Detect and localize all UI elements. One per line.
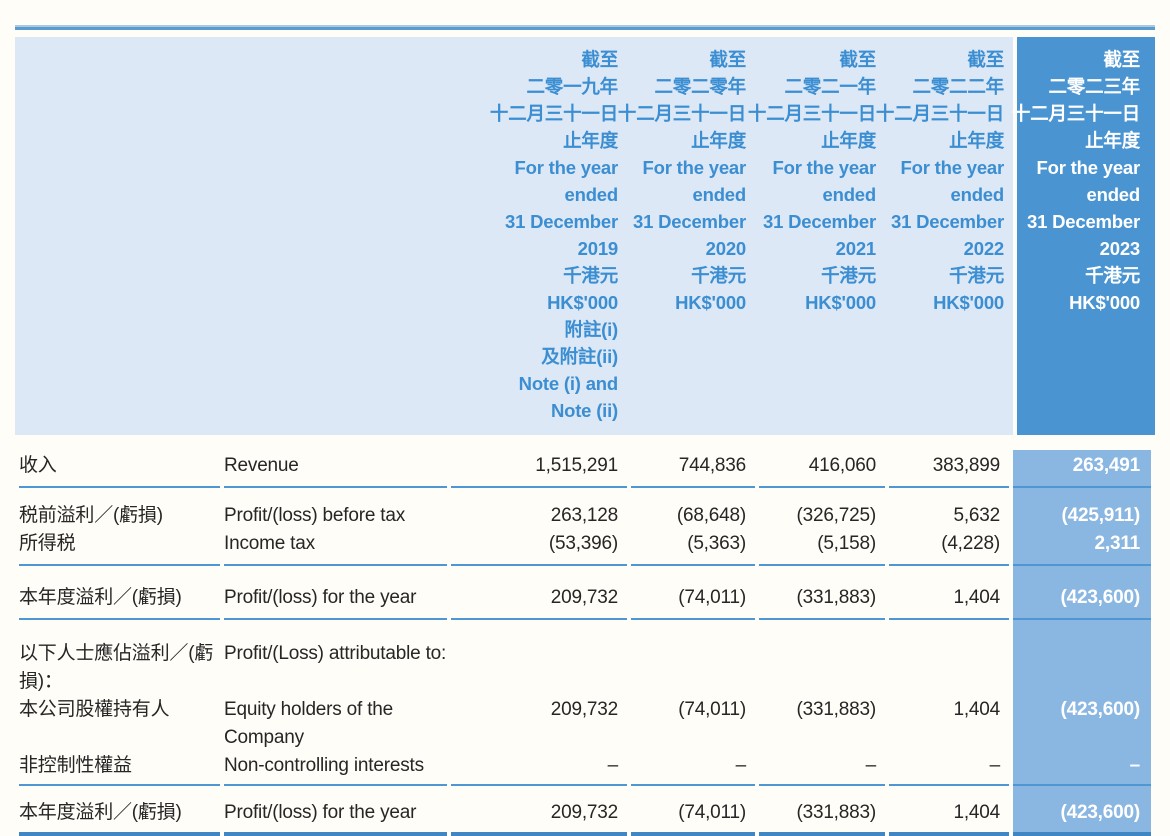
label-en: Profit/(Loss) attributable to: [224, 643, 447, 664]
value-2022: 383,899 [889, 450, 1009, 488]
value-2020: (74,011) [631, 786, 755, 836]
value-2020: 744,836 [631, 450, 755, 488]
financial-summary-table: 收入 Revenue 1,515,291 744,836 416,060 383… [15, 450, 1155, 836]
row-profit-before-tax: 税前溢利／(虧損) Profit/(loss) before tax 263,1… [19, 488, 1151, 530]
header-col-2021: 截至 二零二一年 十二月三十一日 止年度 For the year ended … [747, 49, 876, 313]
value-2022: 1,404 [953, 699, 1000, 720]
top-rule [15, 25, 1155, 30]
value-2023 [1013, 620, 1151, 696]
value-2019: (53,396) [451, 530, 627, 566]
value-2019: 209,732 [550, 699, 618, 720]
value-2022: 1,404 [889, 566, 1009, 620]
value-2020: (5,363) [631, 530, 755, 566]
value-2022: 1,404 [889, 786, 1009, 836]
value-2021: (331,883) [759, 566, 885, 620]
financial-summary-page: 截至 二零一九年 十二月三十一日 止年度 For the year ended … [15, 25, 1155, 836]
label-zh: 以下人士應佔溢利／(虧損)： [19, 643, 214, 692]
label-en: Income tax [224, 530, 447, 566]
value-2019: 263,128 [550, 505, 618, 526]
value-2023: 263,491 [1013, 450, 1151, 488]
value-2022 [889, 620, 1009, 696]
label-zh: 本公司股權持有人 [19, 699, 170, 720]
value-2019: 209,732 [451, 566, 627, 620]
label-en: Profit/(loss) for the year [224, 786, 447, 836]
value-2020: (68,648) [676, 505, 746, 526]
value-2023: 2,311 [1013, 530, 1151, 566]
label-zh: 所得税 [19, 530, 220, 566]
table-header: 截至 二零一九年 十二月三十一日 止年度 For the year ended … [15, 37, 1155, 435]
row-equity-holders: 本公司股權持有人 Equity holders of the Company 2… [19, 696, 1151, 752]
value-2019 [451, 620, 627, 696]
value-2020 [631, 620, 755, 696]
value-2020: (74,011) [631, 566, 755, 620]
value-2021: (331,883) [796, 699, 876, 720]
header-col-2022: 截至 二零二二年 十二月三十一日 止年度 For the year ended … [875, 49, 1004, 313]
header-col-2023: 截至 二零二三年 十二月三十一日 止年度 For the year ended … [1011, 49, 1140, 313]
value-2019: – [451, 752, 627, 786]
label-en: Profit/(loss) for the year [224, 566, 447, 620]
value-2021: 416,060 [759, 450, 885, 488]
label-zh: 本年度溢利／(虧損) [19, 566, 220, 620]
value-2019: 1,515,291 [451, 450, 627, 488]
label-zh: 税前溢利／(虧損) [19, 505, 163, 526]
label-zh: 非控制性權益 [19, 752, 220, 786]
value-2022: (4,228) [889, 530, 1009, 566]
header-highlight-panel [1017, 37, 1155, 435]
value-2022: – [889, 752, 1009, 786]
row-revenue: 收入 Revenue 1,515,291 744,836 416,060 383… [19, 450, 1151, 488]
value-2020: (74,011) [678, 699, 746, 720]
label-en: Equity holders of the Company [224, 699, 394, 748]
row-attributable-heading: 以下人士應佔溢利／(虧損)： Profit/(Loss) attributabl… [19, 620, 1151, 696]
row-non-controlling-interests: 非控制性權益 Non-controlling interests – – – –… [19, 752, 1151, 786]
label-en: Revenue [224, 450, 447, 488]
label-zh: 收入 [19, 450, 220, 488]
value-2020: – [631, 752, 755, 786]
value-2021: (5,158) [759, 530, 885, 566]
value-2023: (423,600) [1013, 566, 1151, 620]
header-col-2020: 截至 二零二零年 十二月三十一日 止年度 For the year ended … [617, 49, 746, 313]
row-profit-for-year: 本年度溢利／(虧損) Profit/(loss) for the year 20… [19, 566, 1151, 620]
value-2021: (326,725) [796, 505, 876, 526]
label-en: Profit/(loss) before tax [224, 505, 406, 526]
value-2021: (331,883) [759, 786, 885, 836]
value-2021 [759, 620, 885, 696]
value-2023: (425,911) [1013, 488, 1151, 530]
value-2022: 5,632 [953, 505, 1000, 526]
row-profit-for-year-total: 本年度溢利／(虧損) Profit/(loss) for the year 20… [19, 786, 1151, 836]
value-2023: (423,600) [1013, 786, 1151, 836]
value-2023: (423,600) [1013, 696, 1151, 752]
row-income-tax: 所得税 Income tax (53,396) (5,363) (5,158) … [19, 530, 1151, 566]
value-2023: – [1013, 752, 1151, 786]
label-zh: 本年度溢利／(虧損) [19, 786, 220, 836]
header-light-panel [15, 37, 1013, 435]
value-2021: – [759, 752, 885, 786]
value-2019: 209,732 [451, 786, 627, 836]
header-col-2019: 截至 二零一九年 十二月三十一日 止年度 For the year ended … [489, 49, 618, 421]
label-en: Non-controlling interests [224, 752, 447, 786]
